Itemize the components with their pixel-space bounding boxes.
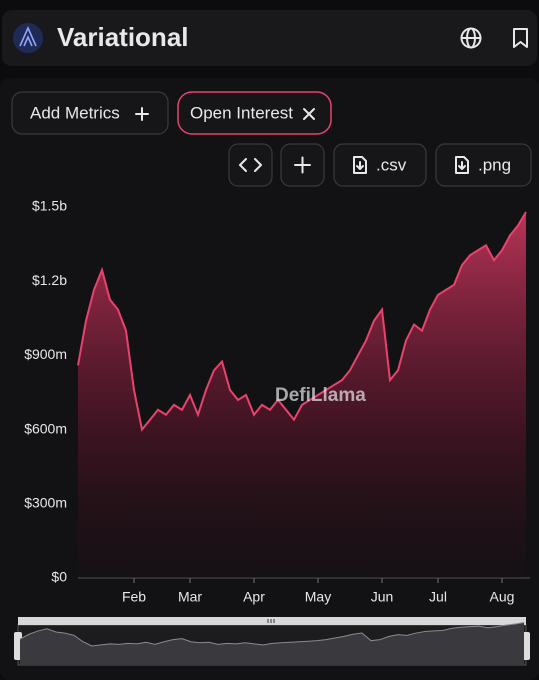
app-title: Variational	[57, 22, 189, 52]
header-bar	[2, 10, 537, 66]
brush-area	[20, 622, 524, 664]
y-tick-label: $0	[51, 569, 67, 585]
y-tick-label: $1.5b	[32, 198, 67, 214]
watermark: DefiLlama	[275, 385, 366, 406]
embed-button[interactable]	[228, 143, 273, 187]
x-tick-label: Mar	[178, 589, 202, 605]
brush-preview	[19, 622, 525, 664]
y-tick-label: $300m	[24, 495, 67, 511]
y-tick-label: $900m	[24, 346, 67, 362]
x-tick-label: Jun	[371, 589, 394, 605]
bookmark-button[interactable]	[513, 28, 528, 48]
x-tick-label: Jul	[429, 589, 447, 605]
png-button[interactable]: .png	[435, 143, 532, 187]
add-button[interactable]	[280, 143, 325, 187]
chip-label: Open Interest	[190, 103, 293, 122]
globe-button[interactable]	[460, 27, 482, 49]
x-tick-label: Feb	[122, 589, 146, 605]
line	[77, 211, 527, 432]
x-tick-label: Apr	[243, 589, 265, 605]
button-label: Add Metrics	[30, 103, 120, 122]
y-tick-label: $1.2b	[32, 272, 67, 288]
x-tick-label: May	[305, 589, 331, 605]
plot: $0 $300m $600m $900m $1.2b $1.5b Feb Mar Apr May J…	[24, 198, 530, 605]
button-label: .png	[478, 155, 511, 174]
metric-chip[interactable]: Open Interest	[177, 91, 332, 135]
x-tick-label: Aug	[490, 589, 515, 605]
brush-line	[19, 622, 525, 647]
logo-mark	[19, 26, 37, 47]
add-metrics-button[interactable]: Add Metrics	[11, 91, 169, 135]
area	[78, 211, 526, 579]
button-label: .csv	[376, 155, 407, 174]
y-tick-label: $600m	[24, 420, 67, 436]
csv-button[interactable]: .csv	[333, 143, 427, 187]
